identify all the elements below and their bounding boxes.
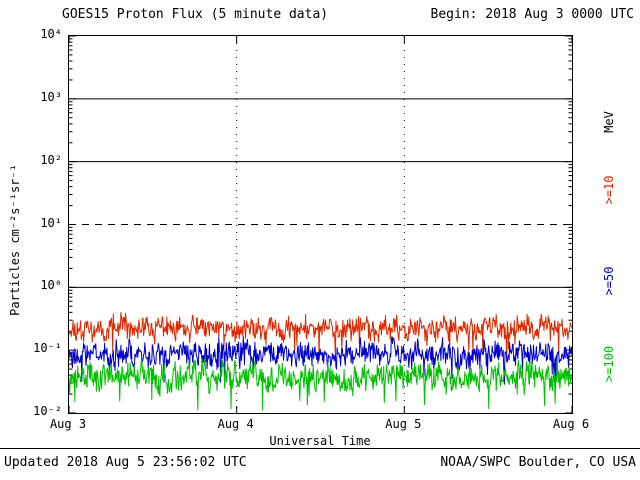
right-axis-label-10: >=10 (602, 175, 616, 205)
x-axis-label: Universal Time (269, 434, 371, 448)
x-tick-label: Aug 3 (49, 417, 87, 431)
x-tick-label: Aug 6 (552, 417, 590, 431)
y-tick-label: 10⁻² (33, 404, 62, 418)
plot-area (68, 35, 573, 414)
y-tick-label: 10⁰ (40, 278, 62, 293)
y-tick-label: 10² (40, 152, 62, 167)
updated-timestamp: Updated 2018 Aug 5 23:56:02 UTC (4, 455, 247, 470)
x-tick-label: Aug 4 (217, 417, 254, 431)
series--10-mev-line (69, 311, 572, 362)
source-credit: NOAA/SWPC Boulder, CO USA (440, 455, 636, 470)
y-tick-label: 10¹ (40, 215, 62, 230)
y-tick-label: 10³ (40, 89, 62, 104)
series--100-mev-line (69, 358, 572, 411)
x-tick-label: Aug 5 (385, 417, 422, 431)
series--50-mev-line (69, 336, 572, 385)
right-axis-label-100: >=100 (602, 345, 616, 383)
y-tick-label: 10⁻¹ (33, 341, 62, 356)
y-axis-label: Particles cm⁻²s⁻¹sr⁻¹ (8, 164, 22, 316)
footer-divider (0, 448, 640, 449)
begin-timestamp: Begin: 2018 Aug 3 0000 UTC (430, 7, 635, 22)
right-axis-label-50: >=50 (602, 266, 616, 296)
page-title: GOES15 Proton Flux (5 minute data) (62, 7, 329, 22)
proton-flux-chart (69, 36, 572, 413)
y-tick-label: 10⁴ (40, 27, 62, 41)
right-axis-label-mev: MeV (602, 111, 616, 133)
